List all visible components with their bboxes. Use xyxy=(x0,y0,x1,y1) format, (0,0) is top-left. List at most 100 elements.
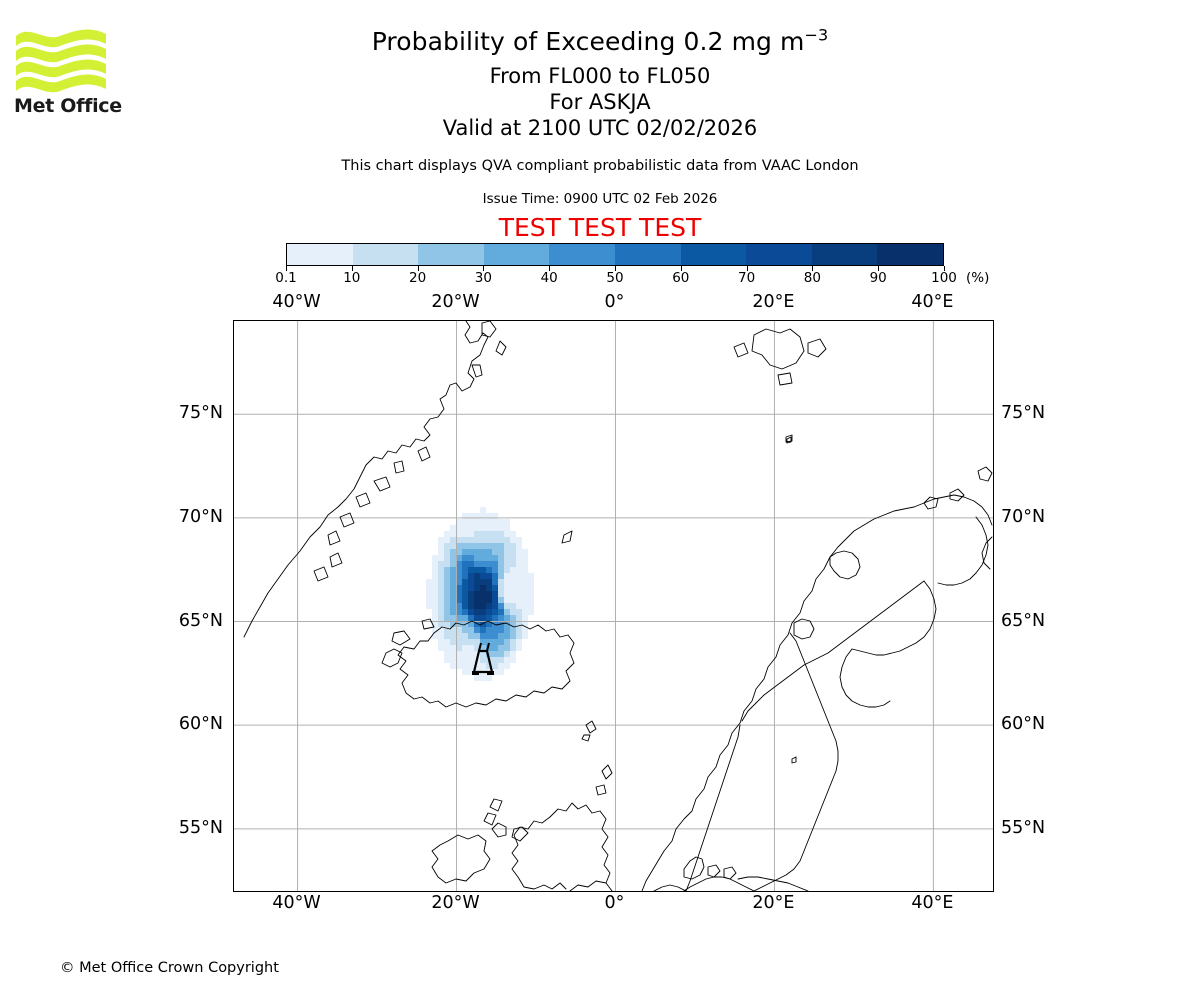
plume-cell xyxy=(504,597,510,603)
plume-cell xyxy=(486,543,492,549)
plume-cell xyxy=(468,645,474,651)
colorbar-tick-10 xyxy=(944,266,945,271)
plume-cell xyxy=(450,525,456,531)
plume-cell xyxy=(522,633,528,639)
colorbar-tick-label-2: 20 xyxy=(409,270,427,286)
plume-cell xyxy=(474,519,480,525)
plume-cell xyxy=(468,669,474,675)
plume-cell xyxy=(456,531,462,537)
plume-cell xyxy=(462,561,468,567)
plume-cell xyxy=(456,597,462,603)
colorbar-band-0 xyxy=(287,244,353,265)
plume-cell xyxy=(492,555,498,561)
plume-cell xyxy=(456,603,462,609)
colorbar-tick-0 xyxy=(286,266,287,271)
plume-cell xyxy=(504,555,510,561)
plume-cell xyxy=(456,543,462,549)
plume-cell xyxy=(492,591,498,597)
plume-cell xyxy=(510,603,516,609)
plume-cell xyxy=(486,549,492,555)
plume-cell xyxy=(438,603,444,609)
plume-cell xyxy=(480,519,486,525)
plume-cell xyxy=(516,567,522,573)
page-title-exponent: −3 xyxy=(804,25,829,45)
plume-cell xyxy=(498,627,504,633)
plume-cell xyxy=(450,627,456,633)
colorbar-band-8 xyxy=(811,244,878,265)
graticule xyxy=(234,321,993,891)
plume-cell xyxy=(528,579,534,585)
colorbar-tick-9 xyxy=(878,266,880,271)
plume-cell xyxy=(480,531,486,537)
plume-cell xyxy=(474,573,480,579)
plume-cell xyxy=(432,627,438,633)
lon-label-20°E: 20°E xyxy=(752,292,795,312)
plume-cell xyxy=(480,537,486,543)
plume-cell xyxy=(456,585,462,591)
plume-cell xyxy=(516,603,522,609)
map-panel[interactable] xyxy=(233,320,994,892)
plume-cell xyxy=(516,585,522,591)
plume-cell xyxy=(462,639,468,645)
plume-cell xyxy=(444,621,450,627)
plume-cell xyxy=(474,663,480,669)
plume-cell xyxy=(444,597,450,603)
plume-cell xyxy=(456,663,462,669)
copyright-footer: © Met Office Crown Copyright xyxy=(60,960,279,976)
colorbar-ticks: 0.1 10 20 30 40 50 60 70 80 90 100 xyxy=(275,266,957,286)
plume-cell xyxy=(528,597,534,603)
plume-cell xyxy=(480,555,486,561)
plume-cell xyxy=(474,651,480,657)
plume-cell xyxy=(462,537,468,543)
colorbar-tick-7 xyxy=(746,266,748,271)
plume-cell xyxy=(456,537,462,543)
plume-cell xyxy=(474,627,480,633)
plume-cell xyxy=(492,543,498,549)
plume-cell xyxy=(438,579,444,585)
plume-cell xyxy=(492,519,498,525)
plume-cell xyxy=(444,645,450,651)
plume-cell xyxy=(492,651,498,657)
plume-cell xyxy=(486,591,492,597)
plume-cell xyxy=(522,597,528,603)
plume-cell xyxy=(462,603,468,609)
plume-cell xyxy=(510,633,516,639)
plume-cell xyxy=(480,525,486,531)
plume-cell xyxy=(510,573,516,579)
lon-label-40°E: 40°E xyxy=(911,893,954,913)
lat-label-65°N: 65°N xyxy=(1001,610,1046,631)
plume-cell xyxy=(480,657,486,663)
plume-cell xyxy=(492,579,498,585)
plume-cell xyxy=(444,603,450,609)
colorbar-band-9 xyxy=(877,244,943,265)
plume-cell xyxy=(468,525,474,531)
plume-cell xyxy=(462,627,468,633)
plume-cell xyxy=(528,573,534,579)
plume-cell xyxy=(450,603,456,609)
plume-cell xyxy=(492,657,498,663)
plume-cell xyxy=(462,609,468,615)
plume-cell xyxy=(474,633,480,639)
plume-cell xyxy=(480,513,486,519)
plume-cell xyxy=(480,609,486,615)
plume-cell xyxy=(450,543,456,549)
plume-cell xyxy=(486,567,492,573)
plume-cell xyxy=(462,645,468,651)
plume-cell xyxy=(468,597,474,603)
colorbar-tick-2 xyxy=(417,266,419,271)
colorbar-tick-label-5: 50 xyxy=(606,270,624,286)
plume-cell xyxy=(480,675,486,681)
plume-cell xyxy=(510,579,516,585)
lon-label-40°W: 40°W xyxy=(272,893,321,913)
plume-cell xyxy=(498,567,504,573)
plume-cell xyxy=(456,555,462,561)
plume-cell xyxy=(432,591,438,597)
plume-cell xyxy=(480,561,486,567)
plume-cell xyxy=(504,609,510,615)
colorbar-tick-label-0: 0.1 xyxy=(275,270,297,286)
plume-cell xyxy=(504,603,510,609)
plume-cell xyxy=(498,609,504,615)
plume-cell xyxy=(444,591,450,597)
plume-cell xyxy=(516,549,522,555)
plume-cell xyxy=(492,549,498,555)
